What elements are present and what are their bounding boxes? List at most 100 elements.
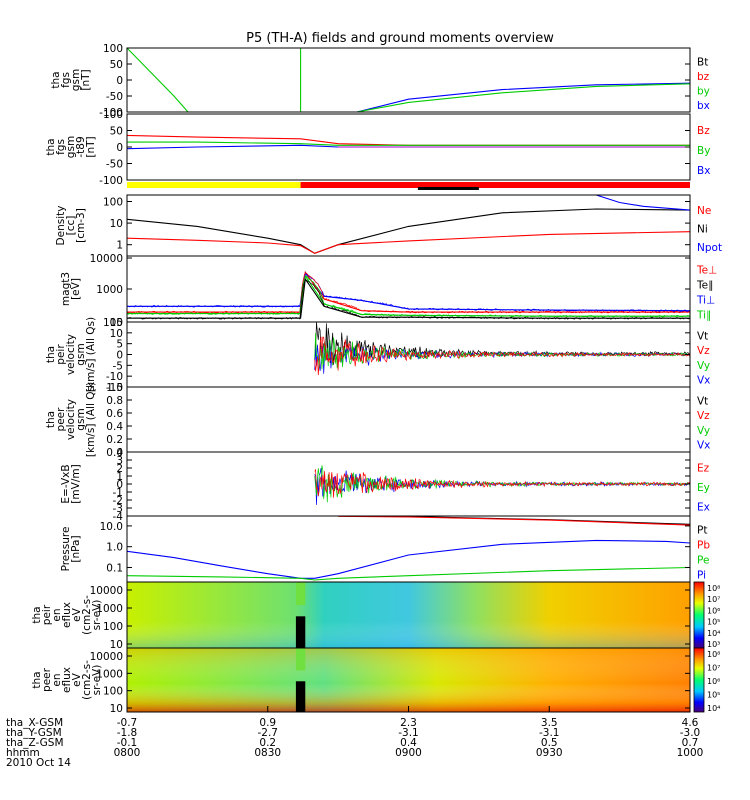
legend-magt3: Te⊥ Te∥ Ti⊥ Ti∥ (696, 265, 717, 322)
y-tick-label: 0.4 (106, 421, 123, 433)
y-tick-label: -3 (113, 503, 123, 515)
colorbar-tick-label: 10⁶ (707, 677, 720, 686)
x-tick-label: -3.1 (539, 727, 560, 739)
status-bar-fast (300, 182, 690, 188)
y-tick-label: 5 (116, 339, 123, 351)
x-tick-label: 3.5 (541, 717, 558, 729)
series-noise-trace (127, 275, 690, 318)
legend-entry: Ni (697, 224, 708, 236)
y-axis-label-line: E=-VxB (60, 464, 72, 503)
y-axis-label-line: fgs (55, 139, 67, 155)
legend-entry: bx (697, 100, 710, 112)
legend-entry: Ti∥ (696, 310, 711, 322)
y-tick-label: 50 (110, 59, 123, 71)
y-tick-label: 3 (116, 455, 123, 467)
legend-entry: bz (697, 71, 710, 83)
legend-entry: by (697, 85, 710, 97)
y-tick-label: 1 (116, 240, 123, 252)
y-axis-label-line: [cc] (65, 216, 77, 236)
legend-entry: Bx (697, 165, 710, 177)
legend-entry: Vt (697, 330, 708, 342)
x-tick-label: -0.7 (117, 717, 138, 729)
legend-entry: By (697, 145, 710, 157)
y-axis-label-line: [mV/m] (70, 464, 82, 503)
legend-entry: Te⊥ (696, 265, 717, 277)
y-tick-label: -4 (113, 511, 124, 523)
series-line (127, 48, 189, 112)
series-line (356, 82, 690, 112)
legend-density: Ne Ni Npot (697, 205, 722, 254)
y-tick-label: 100 (103, 43, 123, 55)
panel-pressure: 10.0 1.0 0.1 (100, 515, 691, 583)
colorbar-tick-label: 10⁸ (707, 650, 720, 659)
colorbar-tick-label: 10⁶ (707, 606, 720, 615)
legend-entry: Te∥ (696, 280, 713, 292)
y-axis-label-line: peir (41, 604, 53, 625)
series-line (127, 208, 690, 254)
spectrogram-gap-black (295, 681, 306, 712)
series-line (127, 141, 690, 146)
colorbar-tick-label: 10⁷ (707, 595, 720, 604)
y-tick-label: 10.0 (100, 521, 123, 533)
labels-layer: thafgsgsm[nT]Btbzbybxthafgsgsm-t89[nT]Bz… (6, 56, 722, 769)
x-tick-label: -3.1 (398, 727, 419, 739)
y-tick-label: 15 (110, 317, 123, 329)
y-axis-label-efield: E=-VxB[mV/m] (60, 464, 82, 503)
y-axis-label-line: [km/s] (All Qs) (85, 382, 97, 457)
series-noise-trace (314, 468, 690, 498)
y-tick-label: 10 (110, 218, 123, 230)
y-axis-label-line: peer (41, 667, 53, 692)
y-tick-label: 1000 (96, 284, 123, 296)
legend-entry: Vz (697, 345, 710, 357)
legend-efield: Ez Ey Ex (697, 463, 710, 514)
legend-peir_velocity: Vt Vz Vy Vx (697, 330, 710, 386)
spectrogram-gap-upper (295, 582, 306, 606)
legend-entry: Vz (697, 410, 710, 422)
legend-entry: Ex (697, 501, 710, 513)
y-axis-label-line: tha (45, 138, 57, 155)
x-tick-label: 0.4 (400, 737, 417, 749)
y-axis-label-line: eV (71, 607, 83, 621)
y-tick-label: 1.0 (106, 382, 123, 394)
legend-peer_velocity: Vt Vz Vy Vx (697, 395, 710, 451)
legend-entry: Vx (697, 440, 710, 452)
spectrogram-shading (127, 648, 690, 712)
y-axis-label-line: [nT] (85, 136, 97, 157)
series-group-fgs_gsm_t89 (127, 134, 690, 150)
legend-entry: Vy (697, 360, 710, 372)
y-axis-label-line: eflux (61, 602, 73, 628)
y-tick-label: -10 (106, 371, 123, 383)
legend-entry: Bt (697, 56, 708, 68)
y-axis-label-line: sr-eV) (91, 600, 103, 631)
spectrogram-gap-black (295, 616, 306, 648)
y-tick-label: 0 (116, 142, 123, 154)
x-tick-label: 4.6 (682, 717, 699, 729)
x-row-name: hhmm (6, 747, 40, 759)
series-group-magt3 (127, 270, 690, 320)
colorbar-tick-label: 10⁸ (707, 584, 720, 593)
x-tick-label: 0930 (536, 747, 563, 759)
y-axis-label-line: peer (55, 407, 67, 432)
y-tick-label: 0.6 (106, 408, 123, 420)
y-axis-label-line: tha (45, 346, 57, 363)
legend-entry: Npot (697, 242, 722, 254)
y-tick-label: 1000 (96, 603, 123, 615)
series-line (338, 516, 690, 526)
y-tick-label: 0 (116, 350, 123, 362)
legend-entry: Ez (697, 463, 710, 475)
series-group-peir_velocity (314, 322, 690, 376)
y-tick-label: 0.1 (106, 562, 123, 574)
y-tick-label: -100 (99, 107, 123, 119)
y-tick-label: 10000 (90, 651, 123, 663)
y-tick-label: -100 (99, 175, 123, 187)
x-row-name: tha_Y-GSM (6, 727, 62, 739)
legend-pressure: Pt Pb Pe Pi (697, 525, 710, 582)
spectrogram-peer_en_eflux: 10⁸ 10⁷ 10⁶ 10⁵ 10⁴ (127, 647, 720, 713)
y-tick-label: -2 (113, 495, 123, 507)
